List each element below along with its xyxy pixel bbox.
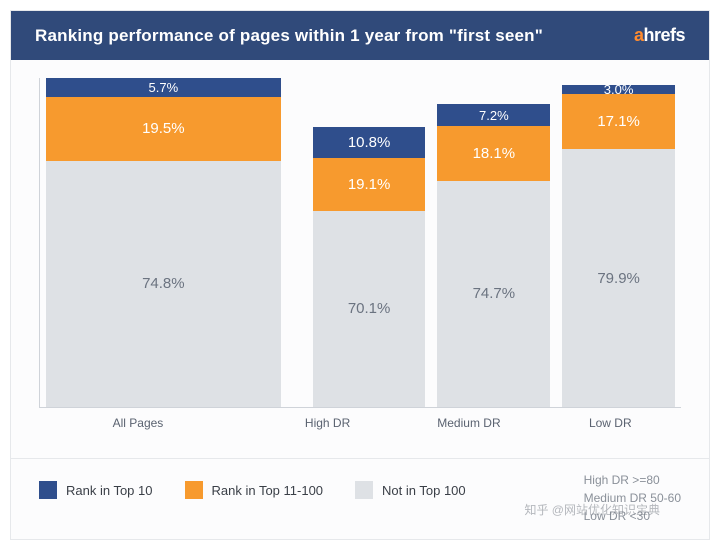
bar-group: 5.7%19.5%74.8% — [40, 78, 287, 407]
chart-plot-area: 5.7%19.5%74.8%10.8%19.1%70.1%7.2%18.1%74… — [39, 78, 681, 408]
legend-swatch — [185, 481, 203, 499]
axis-label: Medium DR — [398, 416, 539, 444]
legend-swatch — [39, 481, 57, 499]
bar-segment: 79.9% — [562, 149, 675, 407]
legend: Rank in Top 10 Rank in Top 11-100 Not in T… — [39, 471, 466, 499]
legend-label: Not in Top 100 — [382, 483, 466, 498]
ahrefs-logo: ahrefs — [634, 25, 685, 46]
chart-footer: Rank in Top 10 Rank in Top 11-100 Not in T… — [11, 458, 709, 539]
legend-item: Not in Top 100 — [355, 481, 466, 499]
bar-segment: 19.1% — [313, 158, 426, 211]
legend-swatch — [355, 481, 373, 499]
dr-note-line: High DR >=80 — [584, 471, 681, 489]
bar-column: 3.0%17.1%79.9% — [556, 78, 681, 407]
chart-card: Ranking performance of pages within 1 ye… — [10, 10, 710, 540]
dr-note-line: Low DR <30 — [584, 507, 681, 525]
bar-group: 10.8%19.1%70.1%7.2%18.1%74.7%3.0%17.1%79… — [307, 78, 681, 407]
bar-segment: 17.1% — [562, 94, 675, 149]
legend-item: Rank in Top 10 — [39, 481, 153, 499]
legend-label: Rank in Top 10 — [66, 483, 153, 498]
bar-segment: 10.8% — [313, 127, 426, 157]
legend-item: Rank in Top 11-100 — [185, 481, 324, 499]
dr-note-line: Medium DR 50-60 — [584, 489, 681, 507]
bar-segment: 19.5% — [46, 97, 281, 161]
bar-segment: 3.0% — [562, 85, 675, 95]
bar-column: 10.8%19.1%70.1% — [307, 78, 432, 407]
bar-column: 7.2%18.1%74.7% — [431, 78, 556, 407]
axis-label: High DR — [257, 416, 398, 444]
dr-notes: High DR >=80Medium DR 50-60Low DR <30 — [584, 471, 681, 525]
bar-column: 5.7%19.5%74.8% — [40, 78, 287, 407]
legend-label: Rank in Top 11-100 — [212, 483, 324, 498]
bar-segment: 74.8% — [46, 161, 281, 407]
bar-segment: 7.2% — [437, 104, 550, 126]
bar-segment: 18.1% — [437, 126, 550, 181]
axis-label: All Pages — [39, 416, 237, 444]
bar-segment: 5.7% — [46, 78, 281, 97]
bar-segment: 70.1% — [313, 211, 426, 407]
axis-label: Low DR — [540, 416, 681, 444]
x-axis-labels: All Pages High DRMedium DRLow DR — [39, 416, 681, 444]
chart-title: Ranking performance of pages within 1 ye… — [35, 26, 543, 46]
chart-header: Ranking performance of pages within 1 ye… — [11, 11, 709, 60]
bar-segment: 74.7% — [437, 181, 550, 407]
logo-rest: hrefs — [643, 25, 685, 45]
